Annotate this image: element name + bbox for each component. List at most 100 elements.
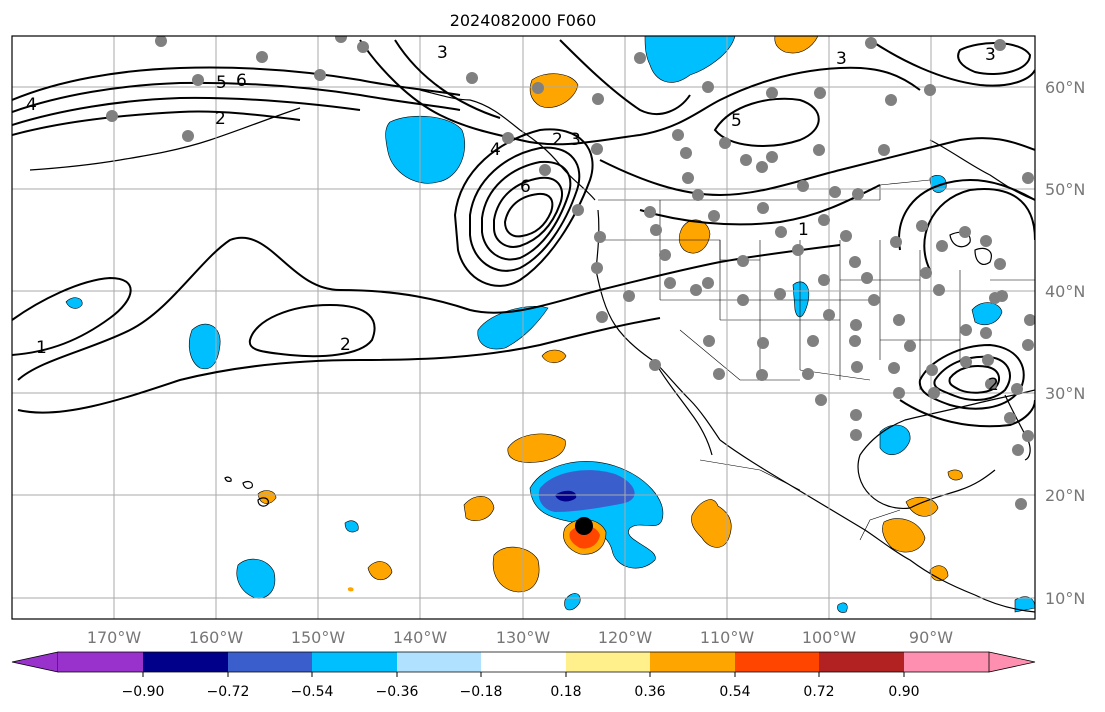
contour-trough-4 (493, 176, 563, 248)
anomaly-pos-canada-north (774, 36, 819, 54)
anomaly-pos-baja-small (541, 349, 567, 364)
gulf-coast (857, 389, 1035, 510)
latitude-labels: 60°N 50°N 40°N 30°N 20°N 10°N (1045, 78, 1085, 608)
lon-label: 120°W (598, 628, 653, 647)
contour-north-loop (559, 39, 691, 115)
lon-label: 170°W (87, 628, 142, 647)
lon-label: 110°W (700, 628, 755, 647)
anomaly-pos-small-1 (367, 561, 393, 581)
lon-label: 160°W (189, 628, 244, 647)
contour-label: 5 (216, 73, 227, 93)
hawaii-2 (257, 497, 269, 507)
contour-se-outer (899, 399, 1035, 428)
colorbar-bin (228, 652, 312, 672)
colorbar-bin (735, 652, 819, 672)
figure-title: 2024082000 F060 (450, 11, 597, 30)
canada-east (929, 139, 1035, 201)
anomaly-neg-small-2 (344, 520, 359, 533)
anomaly-pos-east-storm (691, 499, 732, 548)
contour-label: 1 (36, 338, 47, 358)
contour-label: 2 (552, 130, 563, 150)
contour-trough-5 (503, 192, 554, 238)
contour-label: 3 (836, 49, 847, 69)
contour-labels: 4 5 6 2 3 6 3 4 2 5 1 2 1 2 3 3 (26, 43, 999, 395)
lat-label: 50°N (1045, 180, 1085, 199)
baja (654, 361, 713, 456)
anomaly-pos-west-storm (463, 496, 495, 521)
hawaii-3 (224, 476, 232, 482)
contour-1-left (12, 276, 132, 356)
colorbar-bin (904, 652, 989, 672)
anomaly-pos-alaska (529, 73, 579, 108)
aleutians (29, 107, 301, 171)
anomaly-neg-storm-mid (538, 470, 635, 512)
lat-label: 30°N (1045, 384, 1085, 403)
anomaly-pos-small-2 (257, 490, 277, 504)
colorbar-extend-low (11, 651, 59, 673)
anomaly-pos-gulf-small (905, 496, 939, 517)
contour-label: 3 (570, 130, 581, 150)
anomaly-neg-small-1 (65, 297, 83, 309)
lat-label: 10°N (1045, 589, 1085, 608)
colorbar-bin (58, 652, 143, 672)
lon-label: 150°W (291, 628, 346, 647)
contour-canada-1 (599, 137, 1035, 197)
colorbar-tick-label: 0.54 (719, 684, 750, 700)
colorbar-tick-label: −0.72 (207, 684, 250, 700)
anomaly-pos-gulf-east (947, 469, 963, 481)
longitude-labels: 170°W 160°W 150°W 140°W 130°W 120°W 110°… (87, 628, 953, 647)
contour-1-east (898, 179, 1035, 251)
colorbar-tick-label: −0.90 (122, 684, 165, 700)
lat-label: 60°N (1045, 78, 1085, 97)
colorbar-bin (481, 652, 566, 672)
contour-ridge-3 (12, 96, 361, 126)
anomaly-neg-gulf-alaska (385, 115, 466, 184)
contour-label: 6 (520, 177, 531, 197)
colorbar-bin (650, 652, 735, 672)
contour-2-ring (248, 303, 376, 358)
contour-ridge-1 (12, 66, 461, 101)
colorbar: −0.90 −0.72 −0.54 −0.36 −0.18 0.18 0.36 … (11, 651, 1036, 700)
anomaly-neg-bering-north (644, 36, 736, 83)
contour-big-arc-2 (394, 39, 501, 119)
contour-trough-3 (481, 160, 572, 261)
contour-5-loop (713, 97, 820, 147)
contour-canada-2 (639, 184, 881, 226)
contour-label: 1 (798, 220, 809, 240)
contour-label: 3 (985, 45, 996, 65)
anomaly-pos-small-3 (347, 587, 354, 592)
contour-lines (12, 39, 1035, 428)
anomaly-neg-south-pacific (236, 558, 276, 599)
contour-low-pressure-1 (17, 236, 841, 381)
anomaly-pos-central-america (882, 518, 926, 553)
anomaly-neg-storm-core (555, 490, 577, 502)
lat-label: 20°N (1045, 486, 1085, 505)
lat-label: 40°N (1045, 282, 1085, 301)
anomaly-pos-central-small (929, 565, 949, 582)
contour-ridge-4 (12, 110, 301, 136)
contour-trough-2 (469, 146, 581, 272)
colorbar-tick-label: −0.18 (460, 684, 503, 700)
anomaly-pos-southwest-storm (492, 546, 540, 593)
contour-label: 2 (340, 335, 351, 355)
colorbar-ticks (142, 672, 905, 677)
colorbar-extend-high (988, 651, 1036, 673)
contour-label: 3 (437, 43, 448, 63)
state-borders (598, 179, 1035, 541)
yucatan (909, 469, 996, 509)
colorbar-bin (397, 652, 481, 672)
contour-label: 2 (215, 109, 226, 129)
anomaly-neg-pacific-west (188, 323, 221, 370)
colorbar-bin (819, 652, 904, 672)
contour-ne-top (869, 39, 1035, 87)
contour-label: 6 (236, 71, 247, 91)
contour-label: 2 (988, 375, 999, 395)
colorbar-tick-label: −0.54 (291, 684, 334, 700)
map-area: 4 5 6 2 3 6 3 4 2 5 1 2 1 2 3 3 (12, 36, 1035, 619)
contour-big-arc (359, 39, 921, 146)
great-lakes (949, 231, 992, 265)
hawaii-1 (242, 481, 253, 489)
colorbar-tick-label: −0.36 (376, 684, 419, 700)
colorbar-tick-labels: −0.90 −0.72 −0.54 −0.36 −0.18 0.18 0.36 … (122, 684, 920, 700)
